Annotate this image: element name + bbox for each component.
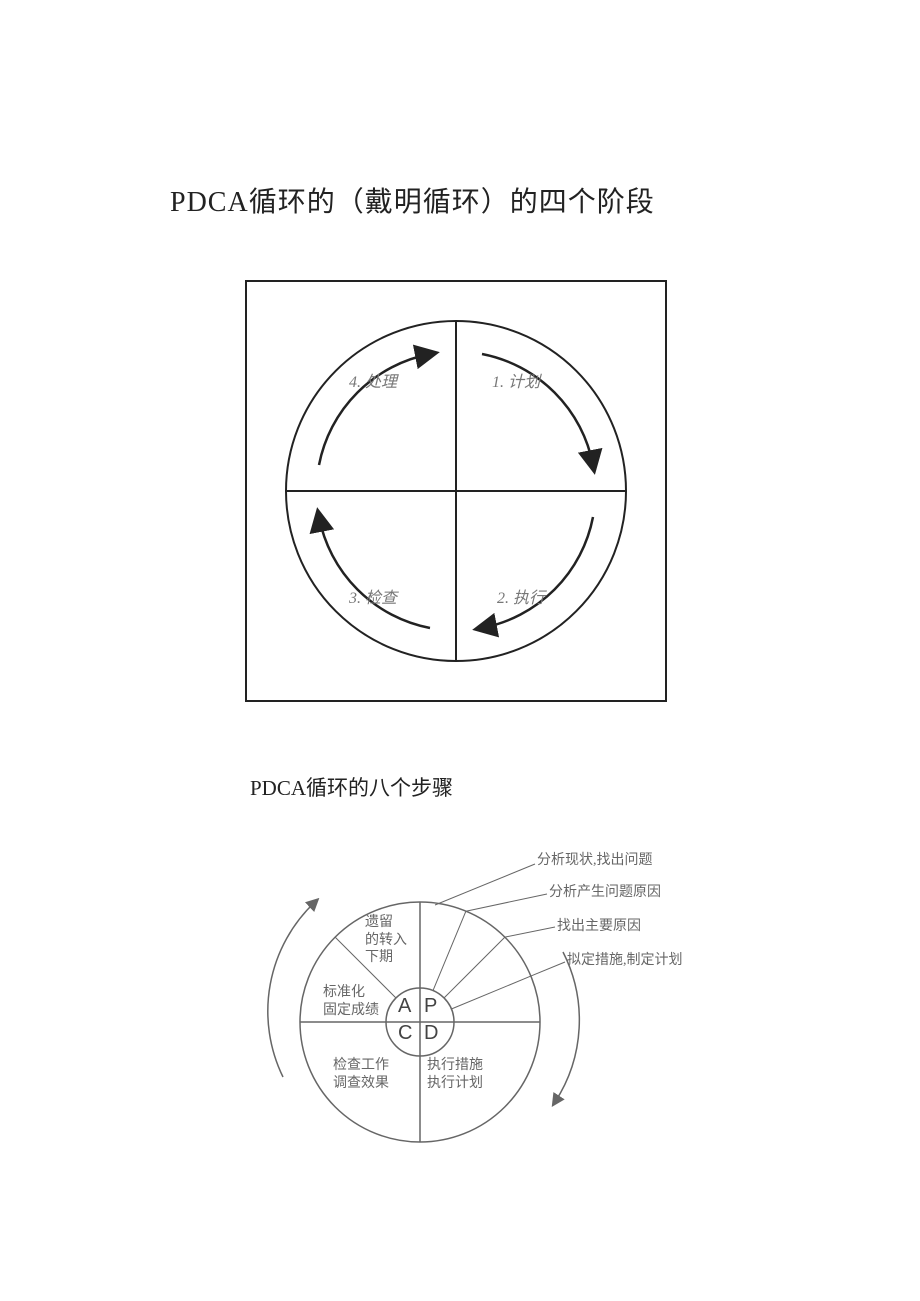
center-d: D [424,1022,438,1045]
c-text: 检查工作 调查效果 [333,1057,389,1092]
p-step-4: 拟定措施,制定计划 [567,952,683,970]
center-c: C [398,1022,412,1045]
a-upper-text: 遗留 的转入 下期 [365,914,407,967]
diagram1-frame: 1. 计划 4. 处理 3. 检查 2. 执行 [245,280,667,702]
center-p: P [424,995,437,1018]
diagram1-title: PDCA循环的（戴明循环）的四个阶段 [170,180,920,220]
diagram2-frame: A P C D 分析现状,找出问题 分析产生问题原因 找出主要原因 拟定措施,制… [225,832,705,1172]
d-text: 执行措施 执行计划 [427,1057,483,1092]
diagram2-title: PDCA循环的八个步骤 [250,772,920,802]
p-step-3: 找出主要原因 [557,918,641,936]
pdca-cycle-svg [247,282,665,700]
pdca-8steps-svg [225,832,705,1172]
q1-label: 1. 计划 [492,368,540,392]
p-step-2: 分析产生问题原因 [549,884,661,902]
page-root: PDCA循环的（戴明循环）的四个阶段 1. 计划 4. 处 [0,0,920,1272]
center-a: A [398,995,411,1018]
p-step-1: 分析现状,找出问题 [537,852,653,870]
q4-label: 2. 执行 [497,584,545,608]
q2-label: 4. 处理 [349,368,397,392]
q3-label: 3. 检查 [349,584,397,608]
a-lower-text: 标准化 固定成绩 [323,984,379,1019]
